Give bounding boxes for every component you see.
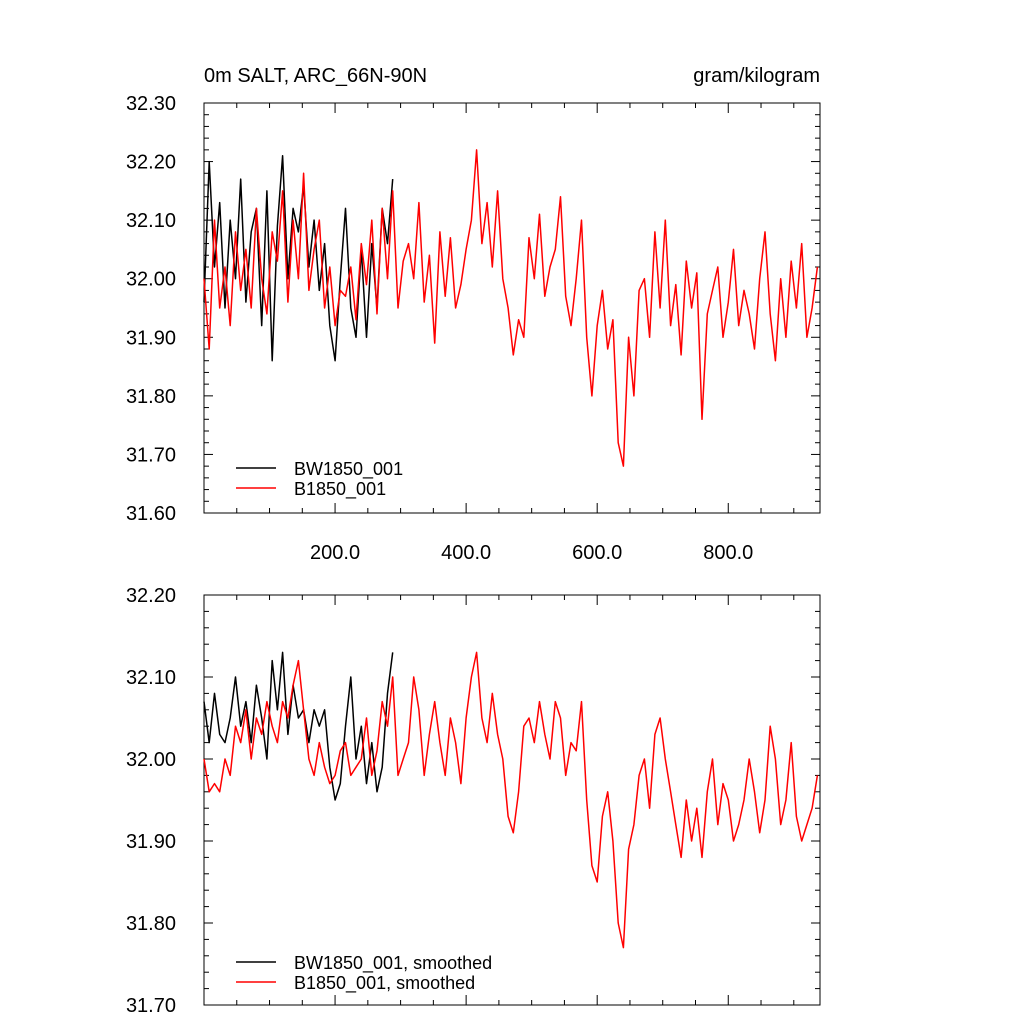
top-y-tick-label: 31.90	[126, 327, 176, 349]
top-y-tick-label: 32.00	[126, 269, 176, 291]
top-legend-label: B1850_001	[294, 479, 386, 500]
top-x-tick-label: 800.0	[703, 542, 753, 564]
bottom-panel-frame	[203, 594, 821, 1006]
top-y-tick-label: 32.20	[126, 152, 176, 174]
top-panel-title: 0m SALT, ARC_66N-90N	[204, 65, 427, 87]
top-legend-label: BW1850_001	[294, 459, 403, 480]
top-y-tick-label: 31.80	[126, 386, 176, 408]
top-panel-frame	[203, 102, 821, 514]
bottom-series-line-b1850	[203, 651, 819, 949]
top-x-tick-label: 400.0	[441, 542, 491, 564]
bottom-legend-label: B1850_001, smoothed	[294, 973, 475, 994]
bottom-y-tick-label: 31.70	[126, 995, 176, 1017]
bottom-y-tick-label: 31.90	[126, 831, 176, 853]
bottom-y-tick-label: 32.10	[126, 667, 176, 689]
top-x-tick-label: 600.0	[572, 542, 622, 564]
top-series-line-b1850	[203, 149, 819, 467]
top-y-tick-label: 31.60	[126, 503, 176, 525]
top-panel-units: gram/kilogram	[693, 65, 820, 87]
top-y-tick-label: 32.30	[126, 93, 176, 115]
bottom-legend-label: BW1850_001, smoothed	[294, 953, 492, 974]
top-y-tick-label: 32.10	[126, 210, 176, 232]
top-x-tick-label: 200.0	[310, 542, 360, 564]
top-y-tick-label: 31.70	[126, 444, 176, 466]
bottom-y-tick-label: 31.80	[126, 913, 176, 935]
bottom-y-tick-label: 32.20	[126, 585, 176, 607]
bottom-y-tick-label: 32.00	[126, 749, 176, 771]
bottom-series-line-bw1850	[203, 651, 394, 801]
